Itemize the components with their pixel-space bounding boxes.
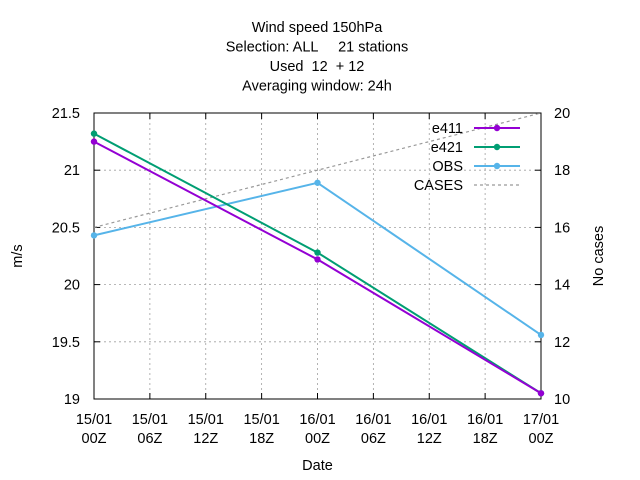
data-point-obs <box>537 331 545 339</box>
legend-marker <box>493 124 501 132</box>
x-tick-label-date: 16/01 <box>411 412 447 428</box>
series <box>90 112 545 397</box>
x-tick-label-date: 15/01 <box>243 412 279 428</box>
legend-marker <box>493 143 501 151</box>
series-line-cases <box>93 112 542 228</box>
x-tick-label-date: 17/01 <box>523 412 559 428</box>
x-tick-label-date: 16/01 <box>299 412 335 428</box>
x-tick-label-hour: 18Z <box>249 431 274 447</box>
plot-frame <box>93 112 542 400</box>
x-tick-label-date: 16/01 <box>355 412 391 428</box>
data-point-e411 <box>314 256 321 263</box>
data-point-e411 <box>90 138 98 145</box>
y2-tick-label: 18 <box>554 163 570 179</box>
y2-tick-label: 10 <box>554 392 570 408</box>
data-point-obs <box>90 232 98 239</box>
y2-axis-label: No cases <box>591 226 607 286</box>
data-point-e421 <box>90 130 98 137</box>
data-point-e421 <box>314 249 321 256</box>
legend-label: e421 <box>431 140 463 156</box>
y2-tick-label: 12 <box>554 335 570 351</box>
chart-title-line: Selection: ALL 21 stations <box>226 40 408 56</box>
x-tick-label-hour: 00Z <box>82 431 107 447</box>
chart-title-line: Averaging window: 24h <box>242 79 392 95</box>
x-tick-label-hour: 00Z <box>529 431 554 447</box>
chart-title-line: Used 12 + 12 <box>270 59 365 75</box>
y2-tick-label: 20 <box>554 106 570 122</box>
y-tick-label: 20 <box>64 278 80 294</box>
legend-marker <box>493 162 501 170</box>
x-axis-label: Date <box>302 458 333 474</box>
y-tick-label: 21 <box>64 163 80 179</box>
chart-title-line: Wind speed 150hPa <box>252 20 384 36</box>
y2-axis: 10 12 14 16 18 20 <box>535 106 570 408</box>
x-tick-label-date: 15/01 <box>76 412 112 428</box>
data-point-obs <box>314 179 321 186</box>
y-tick-label: 20.5 <box>52 220 80 236</box>
y-axis-label: m/s <box>10 244 26 267</box>
legend-label: e411 <box>432 121 463 137</box>
x-tick-label-date: 15/01 <box>188 412 224 428</box>
y-tick-label: 19.5 <box>52 335 80 351</box>
legend-label: OBS <box>432 159 463 175</box>
x-tick-label-hour: 06Z <box>137 431 162 447</box>
y-tick-label: 21.5 <box>52 106 80 122</box>
x-tick-label-date: 16/01 <box>467 412 503 428</box>
legend-label: CASES <box>414 178 463 194</box>
data-point-e411 <box>537 390 545 397</box>
x-tick-label-hour: 06Z <box>361 431 386 447</box>
y2-tick-label: 14 <box>554 278 570 294</box>
chart-title: Wind speed 150hPa Selection: ALL 21 stati… <box>226 20 408 95</box>
x-tick-label-hour: 12Z <box>417 431 442 447</box>
x-tick-label-date: 15/01 <box>132 412 168 428</box>
x-tick-label-hour: 18Z <box>473 431 498 447</box>
legend: e411 e421 OBS CASES <box>414 121 520 194</box>
x-tick-label-hour: 12Z <box>193 431 218 447</box>
x-axis: 15/01 00Z 15/01 06Z 15/01 12Z 15/01 18Z 16/01 00Z… <box>76 113 559 447</box>
x-tick-label-hour: 00Z <box>305 431 330 447</box>
grid <box>94 113 541 399</box>
y2-tick-label: 16 <box>554 220 570 236</box>
y-tick-label: 19 <box>64 392 80 408</box>
y-axis: 19 19.5 20 20.5 21 21.5 <box>52 106 100 408</box>
